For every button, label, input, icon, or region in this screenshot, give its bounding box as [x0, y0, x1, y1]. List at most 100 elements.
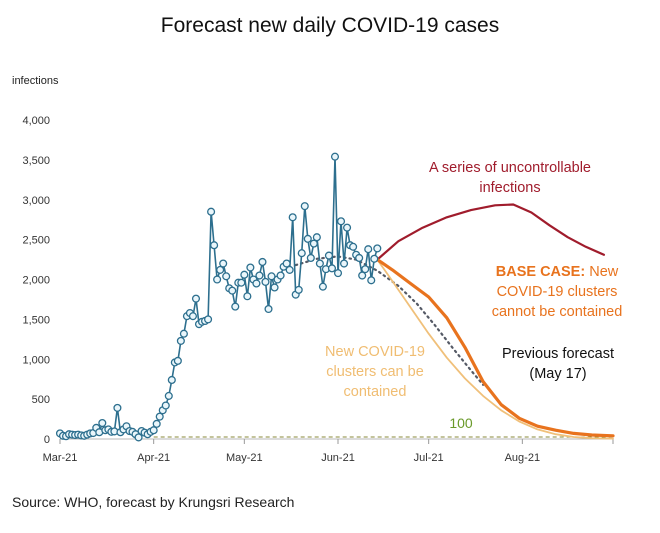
data-point	[327, 264, 337, 273]
y-axis-label: infections	[12, 75, 59, 87]
data-point	[303, 234, 312, 243]
x-tick-label: Aug-21	[505, 452, 540, 464]
threshold-label: 100	[449, 415, 473, 431]
data-point	[176, 336, 185, 345]
series-line-0	[59, 155, 379, 439]
data-point	[367, 276, 376, 285]
y-tick-label: 3,500	[22, 155, 50, 167]
data-point	[288, 213, 297, 222]
data-point	[231, 302, 240, 311]
data-point	[264, 304, 273, 314]
data-point	[358, 271, 367, 280]
data-point	[173, 356, 182, 365]
y-tick-label: 0	[44, 434, 50, 446]
data-point	[370, 254, 379, 263]
data-point	[237, 278, 246, 287]
y-tick-label: 1,500	[22, 314, 50, 326]
data-point	[255, 271, 264, 280]
data-point	[167, 375, 176, 385]
series-markers	[55, 152, 382, 442]
annotation-text: clusters can be	[326, 364, 424, 380]
annotation-text: cannot be contained	[492, 304, 623, 320]
data-point	[324, 251, 333, 260]
data-point	[152, 419, 161, 428]
data-point	[315, 259, 324, 268]
data-point	[191, 294, 201, 303]
annotation-base-case: BASE CASE: New COVID-19 clusters cannot be…	[492, 264, 623, 320]
data-point	[330, 152, 340, 161]
data-point	[222, 272, 231, 281]
data-point	[364, 245, 373, 254]
annotation-uncontrollable: A series of uncontrollable infections	[429, 160, 591, 196]
annotation-text: Previous forecast	[502, 346, 614, 362]
axes: 0 500 1,000 1,500 2,000 2,500 3,000 3,500 4,000 M…	[22, 115, 614, 464]
data-point	[155, 412, 164, 421]
data-point	[300, 202, 309, 211]
data-point	[243, 292, 252, 301]
y-tick-label: 2,000	[22, 275, 50, 287]
data-point	[246, 263, 255, 272]
data-point	[361, 265, 370, 274]
x-tick-label: Jul-21	[414, 452, 444, 464]
data-point	[294, 285, 303, 294]
data-point	[228, 286, 237, 295]
data-point	[318, 282, 327, 291]
x-tick-label: Jun-21	[321, 452, 355, 464]
y-tick-label: 4,000	[22, 115, 50, 127]
data-point	[267, 272, 276, 281]
data-point	[355, 253, 364, 263]
data-point	[340, 259, 349, 268]
data-point	[312, 233, 321, 242]
data-point	[258, 257, 267, 267]
x-tick-label: May-21	[226, 452, 263, 464]
data-point	[297, 249, 306, 258]
data-point	[134, 433, 143, 442]
annotation-text-span: New	[585, 264, 619, 280]
y-tick-label: 500	[32, 394, 50, 406]
threshold-line-group: 100	[153, 415, 613, 438]
data-point	[213, 275, 222, 284]
data-point	[373, 244, 382, 253]
data-point	[164, 391, 173, 400]
data-point	[161, 401, 170, 410]
y-tick-label: 1,000	[22, 354, 50, 366]
data-point	[343, 223, 352, 232]
series-line-3	[375, 258, 615, 438]
annotation-text: (May 17)	[529, 366, 586, 382]
annotation-previous: Previous forecast (May 17)	[502, 346, 614, 382]
data-point	[207, 207, 216, 216]
source-note: Source: WHO, forecast by Krungsri Resear…	[12, 494, 295, 510]
data-point	[240, 270, 249, 279]
data-point	[204, 315, 213, 324]
y-tick-label: 2,500	[22, 235, 50, 247]
data-point	[98, 418, 107, 428]
series-line-1	[294, 255, 485, 386]
data-point	[306, 253, 315, 263]
annotation-text: BASE CASE: New	[496, 264, 619, 280]
data-point	[309, 239, 318, 248]
data-point	[285, 265, 294, 274]
annotations: A series of uncontrollable infections BASE…	[325, 160, 622, 400]
data-point	[333, 269, 343, 278]
annotation-text: contained	[344, 384, 407, 400]
data-point	[219, 259, 228, 268]
annotation-text: infections	[479, 180, 540, 196]
data-point	[188, 312, 198, 321]
series-line-4	[376, 258, 614, 440]
series-line-2	[376, 203, 606, 261]
x-tick-label: Apr-21	[137, 452, 170, 464]
data-point	[252, 279, 261, 288]
data-point	[270, 283, 279, 292]
data-point	[276, 271, 285, 280]
annotation-contained: New COVID-19 clusters can be contained	[325, 344, 425, 400]
data-point	[349, 242, 358, 251]
y-tick-label: 3,000	[22, 195, 50, 207]
annotation-text: New COVID-19	[325, 344, 425, 360]
data-point	[336, 217, 346, 226]
data-point	[261, 277, 270, 286]
data-point	[282, 259, 291, 268]
annotation-text: A series of uncontrollable	[429, 160, 591, 176]
data-point	[113, 403, 122, 412]
data-point	[179, 329, 188, 338]
